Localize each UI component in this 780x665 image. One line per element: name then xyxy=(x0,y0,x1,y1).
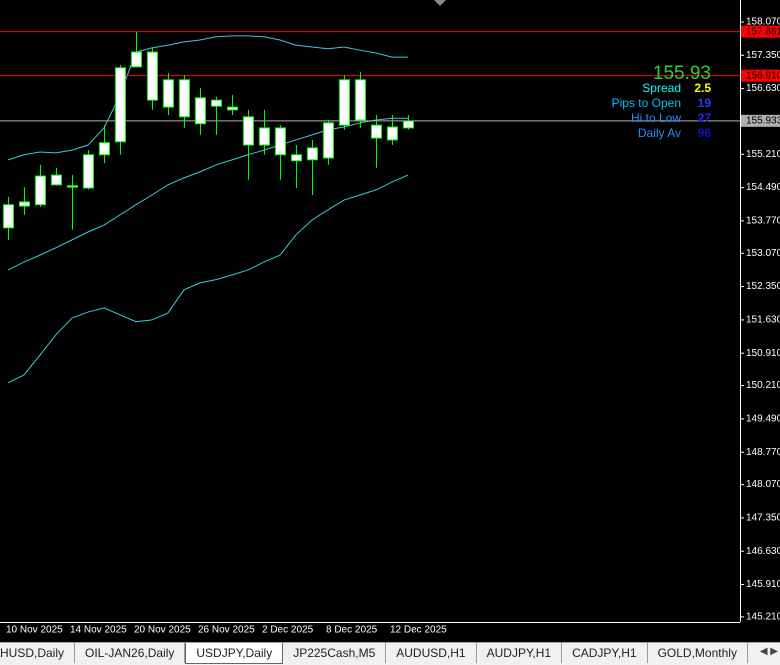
candle-body xyxy=(179,79,190,118)
candle-body xyxy=(259,127,270,146)
candle-body xyxy=(3,204,14,229)
y-tick-label: 145.210 xyxy=(746,612,780,623)
candle-body xyxy=(307,147,318,161)
x-tick-label: 10 Nov 2025 xyxy=(6,625,63,636)
y-tick-label: 150.210 xyxy=(746,380,780,391)
y-tick-label: 154.490 xyxy=(746,182,780,193)
candle-body xyxy=(291,154,302,162)
tab-bar: HUSD,Daily OIL-JAN26,Daily USDJPY,Daily JP2… xyxy=(0,642,780,665)
candle-body xyxy=(211,99,222,107)
candle-body xyxy=(227,106,238,111)
band-line xyxy=(7,35,408,161)
info-label: Pips to Open xyxy=(612,96,681,110)
info-label: Hi to Low xyxy=(631,111,681,125)
candle-body xyxy=(387,126,398,141)
candle-body xyxy=(147,51,158,101)
candle-body xyxy=(163,79,174,108)
candle-body xyxy=(323,122,334,159)
y-tick-label: 149.490 xyxy=(746,414,780,425)
candle-body xyxy=(67,185,78,188)
candle-body xyxy=(19,201,30,207)
price-label: 156.910 xyxy=(746,70,780,81)
info-value: 19 xyxy=(698,96,712,110)
price-label-box xyxy=(741,69,780,82)
y-tick-label: 146.630 xyxy=(746,546,780,557)
candle-body xyxy=(339,79,350,126)
candle-body xyxy=(99,142,110,156)
x-tick-label: 26 Nov 2025 xyxy=(198,625,255,636)
candle-body xyxy=(115,67,126,143)
chart-tab[interactable]: HUSD,Daily xyxy=(0,643,76,663)
y-tick-label: 148.070 xyxy=(746,479,780,490)
y-tick-label: 147.350 xyxy=(746,513,780,524)
shift-marker xyxy=(434,0,446,6)
chart-tab[interactable]: OIL-JAN26,Daily xyxy=(75,643,186,663)
info-value: 96 xyxy=(698,126,712,140)
candle-body xyxy=(243,116,254,146)
chart-tab[interactable]: USDJPY,Daily xyxy=(185,643,284,664)
y-tick-label: 151.630 xyxy=(746,315,780,326)
candle-body xyxy=(35,175,46,206)
x-tick-label: 8 Dec 2025 xyxy=(326,625,378,636)
x-tick-label: 12 Dec 2025 xyxy=(390,625,447,636)
price-label-box xyxy=(741,25,780,38)
y-tick-label: 145.910 xyxy=(746,579,780,590)
price-label-box xyxy=(741,114,780,127)
band-line xyxy=(7,174,409,384)
candle-body xyxy=(51,174,62,186)
y-tick-label: 150.910 xyxy=(746,348,780,359)
info-price: 155.93 xyxy=(653,63,711,84)
x-tick-label: 2 Dec 2025 xyxy=(262,625,314,636)
x-tick-label: 20 Nov 2025 xyxy=(134,625,191,636)
y-tick-label: 153.770 xyxy=(746,216,780,227)
y-tick-label: 158.070 xyxy=(746,17,780,28)
y-tick-label: 157.350 xyxy=(746,50,780,61)
candle-body xyxy=(83,154,94,189)
info-value: 2.5 xyxy=(694,81,711,95)
candle-body xyxy=(403,120,414,129)
chart-tab[interactable]: GOLD,Monthly xyxy=(648,643,748,663)
candle-body xyxy=(371,124,382,139)
candle-body xyxy=(355,79,366,121)
chart-tab[interactable]: JP225Cash,M5 xyxy=(283,643,387,663)
chart-tab[interactable]: AUDUSD,H1 xyxy=(386,643,477,663)
price-label: 155.933 xyxy=(746,115,780,126)
chart-tab[interactable]: CADJPY,H1 xyxy=(562,643,648,663)
tab-scroll[interactable]: ◀ ▶ xyxy=(759,646,778,657)
candle-body xyxy=(131,51,142,68)
info-label: Daily Av xyxy=(638,126,681,140)
y-tick-label: 156.630 xyxy=(746,83,780,94)
y-tick-label: 153.070 xyxy=(746,248,780,259)
candle-body xyxy=(195,97,206,125)
band-line xyxy=(7,117,408,271)
price-label: 157.861 xyxy=(746,26,780,37)
info-label: Spread xyxy=(642,81,681,95)
chart-background xyxy=(0,0,780,642)
y-tick-label: 148.770 xyxy=(746,447,780,458)
y-tick-label: 152.350 xyxy=(746,281,780,292)
x-tick-label: 14 Nov 2025 xyxy=(70,625,127,636)
chart: 158.070 157.350 156.630 155.210 154.490 153.7… xyxy=(0,0,780,642)
info-value: 27 xyxy=(698,111,712,125)
candle-body xyxy=(275,127,286,156)
chart-tab[interactable]: AUDJPY,H1 xyxy=(477,643,563,663)
y-tick-label: 155.210 xyxy=(746,149,780,160)
